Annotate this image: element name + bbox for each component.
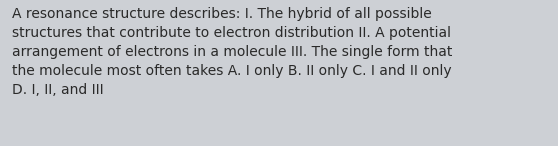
Text: A resonance structure describes: I. The hybrid of all possible
structures that c: A resonance structure describes: I. The … <box>12 7 453 97</box>
